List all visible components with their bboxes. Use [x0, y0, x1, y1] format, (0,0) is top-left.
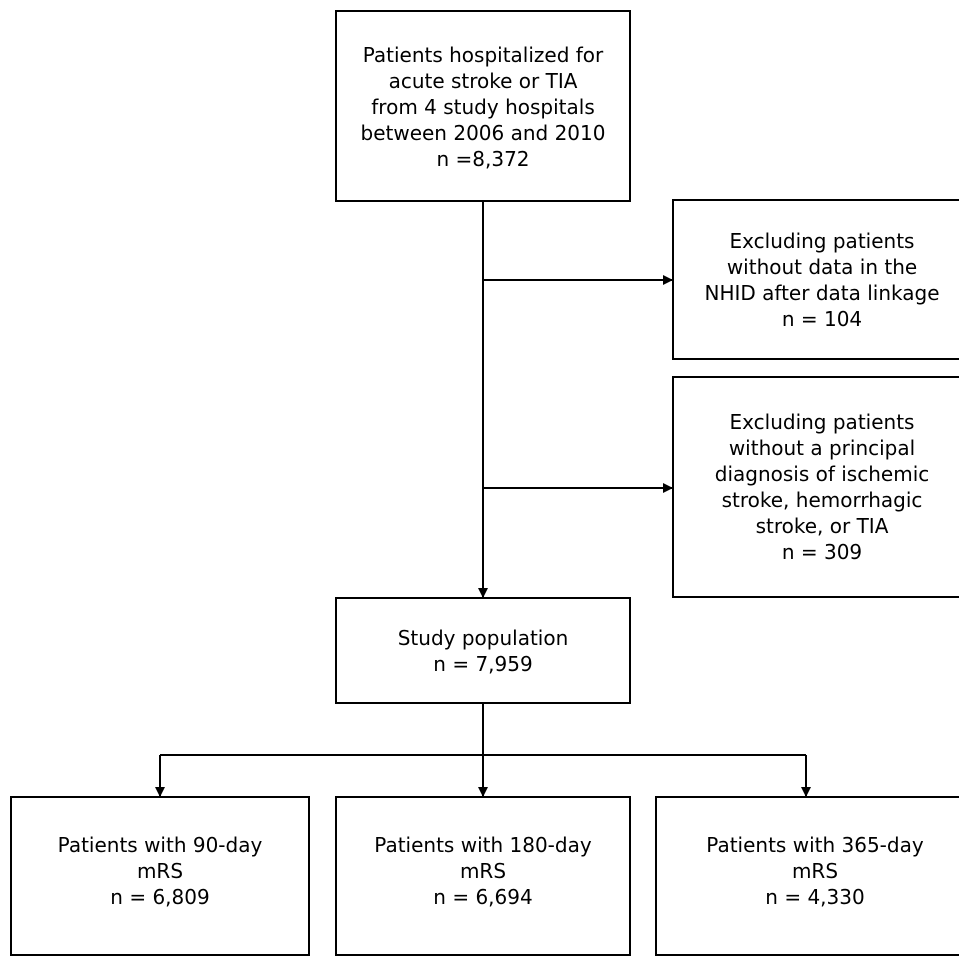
box-text-line: between 2006 and 2010	[360, 121, 606, 145]
box-text-line: stroke, hemorrhagic	[721, 488, 923, 512]
box-text-line: Patients hospitalized for	[362, 43, 604, 67]
box-text-line: without data in the	[726, 254, 918, 279]
box-text-line: Patients with 90-day	[57, 833, 263, 857]
box-text-line: Patients with 365-day	[706, 833, 924, 857]
box-count: n = 4,330	[765, 885, 865, 909]
outcome-90-day-box: Patients with 90-day mRS n = 6,809	[10, 796, 310, 956]
box-text-line: Excluding patients	[729, 410, 915, 434]
outcome-180-day-box: Patients with 180-day mRS n = 6,694	[335, 796, 631, 956]
box-count: n = 104	[781, 306, 863, 331]
box-text-line: Patients with 180-day	[374, 833, 592, 857]
box-text-line: Study population	[397, 625, 569, 650]
exclusion-nhid-box: Excluding patients without data in the N…	[672, 199, 959, 360]
box-text-line: Excluding patients	[729, 228, 915, 253]
box-text-line: NHID after data linkage	[704, 280, 940, 305]
box-count: n = 7,959	[433, 651, 533, 676]
box-count: n = 6,694	[433, 885, 533, 909]
source-population-box: Patients hospitalized for acute stroke o…	[335, 10, 631, 202]
outcome-365-day-box: Patients with 365-day mRS n = 4,330	[655, 796, 959, 956]
box-text-line: without a principal	[728, 436, 916, 460]
box-count: n =8,372	[436, 147, 530, 171]
box-count: n = 6,809	[110, 885, 210, 909]
box-text-line: acute stroke or TIA	[388, 69, 578, 93]
box-text-line: stroke, or TIA	[755, 514, 889, 538]
box-count: n = 309	[781, 540, 863, 564]
box-text-line: from 4 study hospitals	[371, 95, 595, 119]
box-text-line: diagnosis of ischemic	[714, 462, 930, 486]
exclusion-diagnosis-box: Excluding patients without a principal d…	[672, 376, 959, 598]
box-text-line: mRS	[459, 859, 507, 883]
study-population-box: Study population n = 7,959	[335, 597, 631, 704]
box-text-line: mRS	[136, 859, 184, 883]
box-text-line: mRS	[791, 859, 839, 883]
